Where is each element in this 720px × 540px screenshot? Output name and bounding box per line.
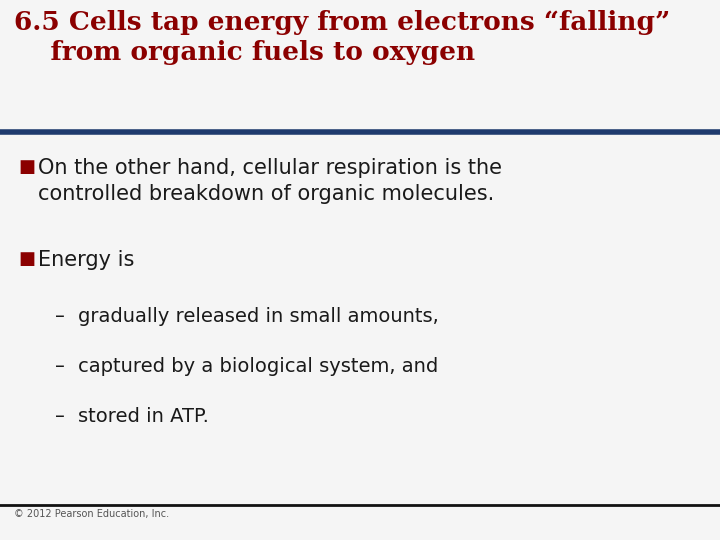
Text: 6.5 Cells tap energy from electrons “falling”
    from organic fuels to oxygen: 6.5 Cells tap energy from electrons “fal… (14, 10, 670, 65)
Text: © 2012 Pearson Education, Inc.: © 2012 Pearson Education, Inc. (14, 509, 169, 519)
Text: On the other hand, cellular respiration is the
controlled breakdown of organic m: On the other hand, cellular respiration … (38, 158, 502, 204)
Text: gradually released in small amounts,: gradually released in small amounts, (78, 307, 438, 326)
Text: stored in ATP.: stored in ATP. (78, 407, 209, 426)
Text: captured by a biological system, and: captured by a biological system, and (78, 357, 438, 376)
Text: Energy is: Energy is (38, 250, 135, 270)
Text: –: – (55, 407, 65, 426)
Text: –: – (55, 307, 65, 326)
Text: –: – (55, 357, 65, 376)
Text: ■: ■ (18, 250, 35, 268)
Text: ■: ■ (18, 158, 35, 176)
